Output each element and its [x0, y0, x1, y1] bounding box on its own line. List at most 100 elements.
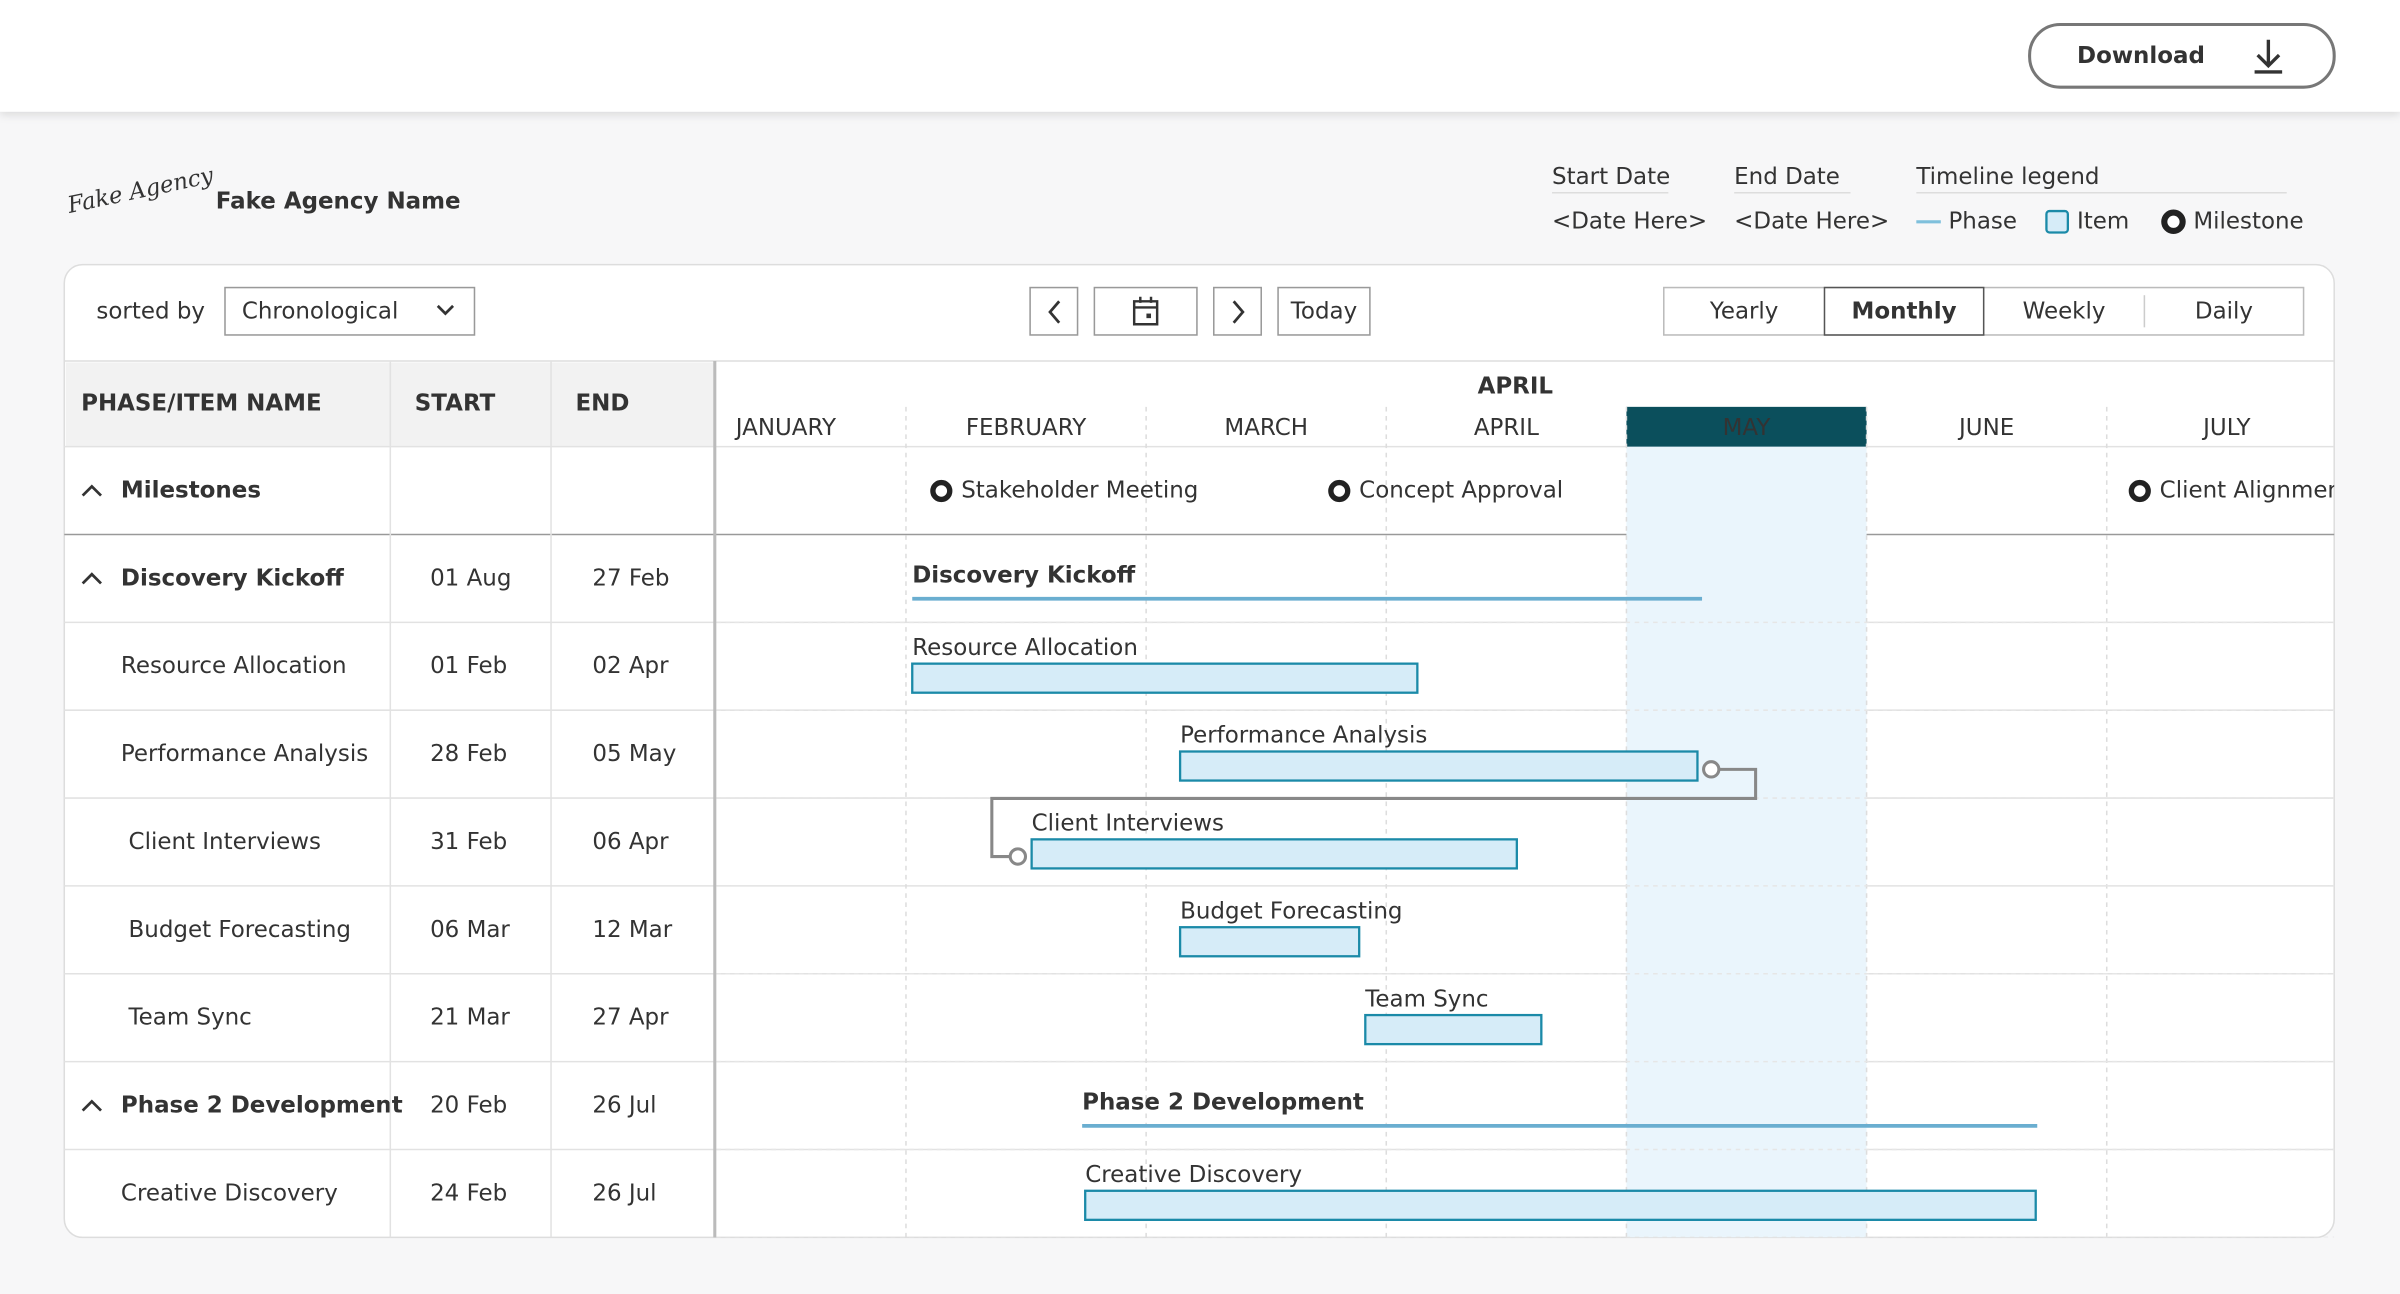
month-label: JANUARY — [734, 415, 837, 441]
item-label: Client Interviews — [1032, 811, 1224, 837]
today-label: Today — [1290, 299, 1357, 325]
view-active — [1823, 286, 1985, 336]
item-name: Client Interviews — [129, 829, 321, 855]
legend-item: Item — [2077, 208, 2129, 234]
group-name: Discovery Kickoff — [121, 565, 344, 591]
download-label: Download — [2077, 43, 2205, 69]
item-bar[interactable] — [1030, 838, 1518, 870]
prev-button[interactable] — [1029, 286, 1079, 336]
date-value: <Date Here> — [1552, 208, 1707, 234]
phase-label: Phase 2 Development — [1082, 1089, 1364, 1115]
item-label: Team Sync — [1364, 986, 1488, 1012]
start-cell: 28 Feb — [430, 741, 507, 767]
start-cell: 01 Feb — [430, 653, 507, 679]
collapse-chevron[interactable] — [81, 484, 102, 497]
calendar-dot — [1146, 313, 1152, 319]
prev-icon — [1048, 300, 1061, 324]
next-icon — [1232, 300, 1245, 324]
group-name: Milestones — [121, 477, 261, 503]
start-cell: 06 Mar — [430, 917, 510, 943]
month-label: JUNE — [1957, 415, 2014, 441]
item-name: Budget Forecasting — [129, 917, 351, 943]
top-bar — [0, 0, 2400, 112]
item-name: Creative Discovery — [121, 1180, 338, 1206]
dependency-line — [990, 767, 1758, 859]
dependency-start — [1702, 760, 1721, 779]
item-bar[interactable] — [911, 662, 1419, 694]
calendar-button[interactable] — [1093, 286, 1198, 336]
phase-label: Discovery Kickoff — [912, 562, 1135, 588]
legend-item-swatch — [2045, 209, 2070, 234]
milestone-label: Concept Approval — [1359, 477, 1563, 503]
collapse-chevron[interactable] — [81, 1099, 102, 1112]
start-cell: 31 Feb — [430, 829, 507, 855]
end-cell: 26 Jul — [592, 1092, 656, 1118]
item-label: Performance Analysis — [1180, 723, 1427, 749]
date-label: Start Date — [1552, 164, 1670, 190]
timeline: JANUARY FEBRUARY MARCH APRIL MAY JUNE JULY APRI… — [716, 373, 2351, 1238]
end-cell: 05 May — [592, 741, 676, 767]
end-cell: 26 Jul — [592, 1180, 656, 1206]
view-button[interactable]: Weekly — [2023, 299, 2106, 325]
month-label: MAY — [1723, 415, 1772, 441]
milestone-marker[interactable] — [1328, 479, 1351, 503]
legend-item: Phase — [1948, 208, 2017, 234]
current-month-column — [1626, 406, 1867, 1238]
item-label: Budget Forecasting — [1180, 898, 1402, 924]
select-chevron — [436, 304, 455, 316]
view-button[interactable]: Monthly — [1852, 299, 1957, 325]
timeline-top-label: APRIL — [1478, 373, 1553, 399]
month-label: MARCH — [1224, 415, 1308, 441]
item-label: Resource Allocation — [912, 635, 1138, 661]
calendar-icon — [1132, 296, 1159, 326]
item-bar[interactable] — [1178, 750, 1699, 782]
end-cell: 27 Feb — [592, 565, 669, 591]
view-button[interactable]: Yearly — [1709, 299, 1779, 325]
start-cell: 24 Feb — [430, 1180, 507, 1206]
today-button[interactable] — [1277, 286, 1371, 336]
milestone-marker[interactable] — [930, 479, 953, 503]
dependency-end — [1008, 847, 1028, 866]
end-cell: 02 Apr — [592, 653, 669, 679]
date-value: <Date Here> — [1734, 208, 1889, 234]
current-month-header — [1626, 406, 1867, 447]
view-button[interactable]: Daily — [2195, 299, 2253, 325]
legend-milestone-swatch — [2161, 209, 2186, 235]
item-name: Team Sync — [128, 1005, 252, 1031]
agency-name: Fake Agency Name — [216, 188, 461, 214]
month-label: FEBRUARY — [966, 415, 1087, 441]
start-cell: 01 Aug — [430, 565, 511, 591]
milestone-marker[interactable] — [2128, 479, 2151, 503]
column-header: START — [415, 390, 496, 416]
legend-title: Timeline legend — [1915, 164, 2099, 190]
item-label: Creative Discovery — [1085, 1162, 1302, 1188]
date-label: End Date — [1734, 164, 1840, 190]
column-header: PHASE/ITEM NAME — [81, 390, 322, 416]
milestone-label: Client Alignment — [2160, 477, 2351, 503]
collapse-chevron[interactable] — [81, 572, 102, 585]
start-cell: 20 Feb — [430, 1092, 507, 1118]
legend-item: Milestone — [2193, 208, 2303, 234]
month-label: JULY — [2201, 415, 2251, 441]
item-name: Performance Analysis — [121, 741, 368, 767]
month-label: APRIL — [1474, 415, 1539, 441]
end-cell: 06 Apr — [592, 829, 669, 855]
group-name: Phase 2 Development — [121, 1092, 403, 1118]
end-cell: 27 Apr — [592, 1005, 669, 1031]
milestone-label: Stakeholder Meeting — [961, 477, 1198, 503]
sort-label: sorted by — [96, 299, 205, 325]
item-bar[interactable] — [1084, 1189, 2037, 1221]
end-cell: 12 Mar — [592, 917, 672, 943]
start-cell: 21 Mar — [430, 1005, 510, 1031]
sort-select[interactable] — [224, 286, 476, 336]
download-icon — [2254, 39, 2283, 74]
column-header: END — [576, 390, 630, 416]
next-button[interactable] — [1213, 286, 1262, 336]
agency-logo: Fake Agency — [64, 162, 216, 219]
item-bar[interactable] — [1364, 1013, 1543, 1046]
sort-value: Chronological — [242, 299, 399, 325]
item-name: Resource Allocation — [121, 653, 347, 679]
item-bar[interactable] — [1178, 926, 1361, 958]
